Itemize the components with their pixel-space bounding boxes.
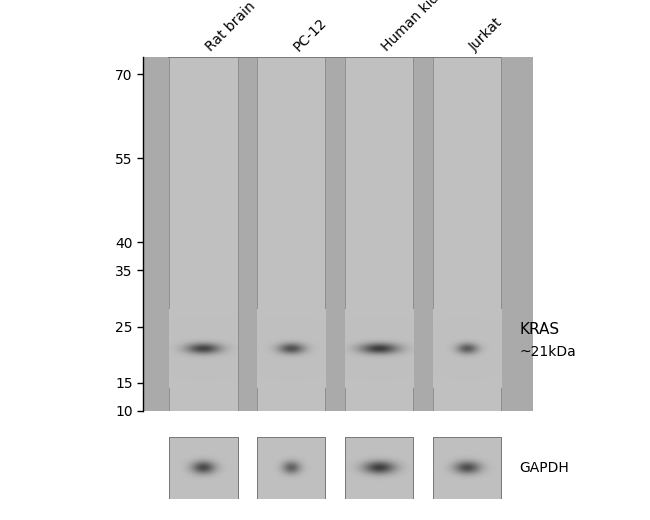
Bar xyxy=(169,57,238,411)
Text: GAPDH: GAPDH xyxy=(519,461,569,475)
Bar xyxy=(257,437,325,499)
Text: PC-12: PC-12 xyxy=(291,16,330,55)
Text: KRAS: KRAS xyxy=(519,322,560,337)
Text: ~21kDa: ~21kDa xyxy=(519,345,576,359)
Bar xyxy=(433,437,500,499)
Text: Jurkat: Jurkat xyxy=(467,16,505,55)
Bar xyxy=(344,57,413,411)
Bar xyxy=(169,437,238,499)
Bar xyxy=(344,437,413,499)
Bar xyxy=(257,57,325,411)
Bar xyxy=(433,57,500,411)
Text: Human kidney: Human kidney xyxy=(379,0,460,55)
Text: Rat brain: Rat brain xyxy=(203,0,259,55)
